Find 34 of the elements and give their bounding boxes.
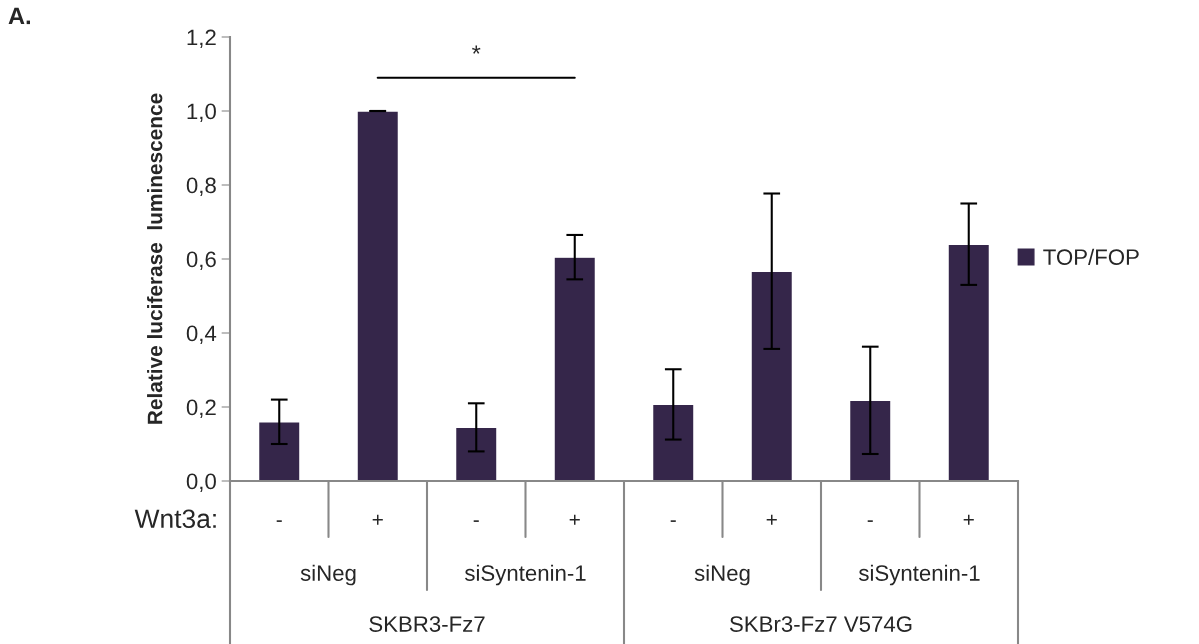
x-tick-label: +: [766, 514, 777, 525]
bar: [454, 426, 498, 481]
y-tick-label: 1,0: [187, 103, 216, 122]
x-tick-label: -: [670, 520, 676, 522]
x-tick-label: +: [372, 514, 383, 525]
text: siNeg: [300, 564, 356, 586]
x-tick-label: -: [867, 520, 873, 522]
legend-label: TOP/FOP: [1043, 248, 1139, 265]
y-tick-label: 0,8: [186, 177, 216, 196]
text: Wnt3a:: [134, 509, 216, 529]
y-tick-label: 0,4: [186, 325, 217, 344]
y-axis-title: Relative luciferase luminescence: [147, 93, 163, 424]
x-tick-label: -: [276, 520, 282, 522]
bar: [947, 243, 991, 481]
x-tick-label: +: [569, 514, 580, 525]
y-tick-label: 0,2: [186, 399, 216, 418]
bar: [356, 110, 400, 481]
text: siSyntenin-1: [858, 564, 980, 586]
bar: [257, 421, 301, 481]
text: siSyntenin-1: [464, 564, 586, 586]
y-tick-label: 1,2: [187, 29, 216, 48]
text: A.: [8, 7, 30, 25]
text: siNeg: [694, 564, 750, 586]
x-tick-label: -: [473, 520, 479, 522]
text: SKBR3-Fz7: [369, 616, 485, 632]
y-tick-label: 0,6: [186, 251, 216, 270]
bar: [651, 403, 695, 481]
text: SKBr3-Fz7 V574G: [730, 616, 912, 632]
x-tick-label: +: [963, 514, 974, 525]
bar: [553, 256, 597, 481]
bar: [848, 399, 892, 481]
annotation: *: [472, 45, 481, 54]
bar: [750, 270, 794, 481]
y-tick-label: 0,0: [186, 473, 216, 492]
